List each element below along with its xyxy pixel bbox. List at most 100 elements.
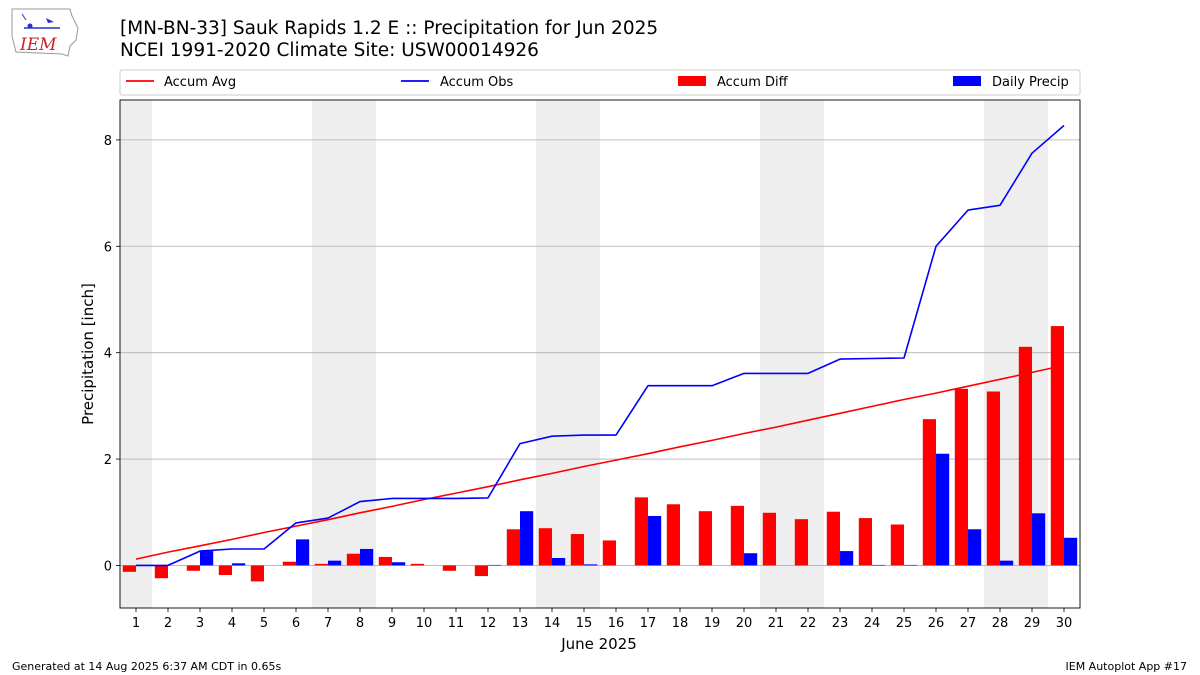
accum-diff-bar-18 — [666, 504, 680, 566]
daily-precip-bar-6 — [296, 539, 310, 566]
y-tick-label-4: 4 — [104, 347, 112, 362]
legend-label-accum-avg: Accum Avg — [164, 75, 236, 90]
x-tick-label-12: 12 — [480, 616, 497, 631]
x-tick-label-15: 15 — [576, 616, 593, 631]
daily-precip-bar-8 — [360, 548, 374, 566]
accum-diff-bar-24 — [858, 518, 872, 566]
accum-diff-bar-11 — [442, 565, 456, 571]
accum-diff-bar-21 — [762, 512, 776, 566]
weekend-band-15 — [568, 100, 600, 608]
accum-diff-bar-1 — [122, 565, 136, 572]
legend-swatch-daily-precip — [953, 76, 981, 86]
daily-precip-bar-24 — [872, 564, 886, 566]
daily-precip-bar-17 — [648, 515, 662, 566]
daily-precip-bar-14 — [552, 557, 566, 566]
x-axis-label: June 2025 — [560, 635, 637, 653]
daily-precip-bar-12 — [488, 564, 502, 566]
accum-diff-bar-7 — [314, 563, 328, 566]
x-tick-label-27: 27 — [960, 616, 977, 631]
bars — [122, 326, 1078, 582]
daily-precip-bar-7 — [328, 560, 342, 566]
daily-precip-bar-30 — [1064, 537, 1078, 566]
accum-diff-bar-12 — [474, 565, 488, 577]
y-tick-label-2: 2 — [104, 453, 112, 468]
x-tick-label-18: 18 — [672, 616, 689, 631]
iem-logo: IEM — [11, 8, 79, 57]
accum-diff-bar-15 — [570, 534, 584, 566]
x-tick-label-10: 10 — [416, 616, 433, 631]
accum-obs-line — [136, 124, 1065, 567]
daily-precip-bar-4 — [232, 563, 246, 566]
legend-box — [119, 69, 1081, 96]
x-tick-label-30: 30 — [1056, 616, 1073, 631]
y-axis-label: Precipitation [inch] — [79, 283, 97, 425]
daily-precip-bar-15 — [584, 564, 598, 566]
x-tick-label-14: 14 — [544, 616, 561, 631]
accum-diff-bar-28 — [986, 391, 1000, 566]
weekend-band-14 — [536, 100, 568, 608]
accum-diff-bar-20 — [730, 505, 744, 566]
accum-diff-bar-25 — [890, 524, 904, 566]
x-tick-label-2: 2 — [164, 616, 172, 631]
title-line-1: [MN-BN-33] Sauk Rapids 1.2 E :: Precipit… — [120, 18, 659, 39]
weekend-band-1 — [120, 100, 152, 608]
accum-diff-bar-26 — [922, 419, 936, 566]
accum-diff-bar-3 — [186, 565, 200, 571]
x-tick-label-17: 17 — [640, 616, 657, 631]
daily-precip-bar-28 — [1000, 560, 1014, 566]
accum-diff-bar-2 — [154, 565, 168, 579]
axes — [119, 99, 1081, 609]
accum-diff-bar-30 — [1050, 326, 1064, 566]
daily-precip-bar-26 — [936, 453, 950, 566]
legend: Accum Avg Accum Obs Accum Diff Daily Precip — [119, 69, 1081, 96]
x-tick-label-23: 23 — [832, 616, 849, 631]
x-tick-label-28: 28 — [992, 616, 1009, 631]
accum-diff-bar-27 — [954, 388, 968, 566]
app-note: IEM Autoplot App #17 — [1065, 660, 1188, 673]
daily-precip-bar-9 — [392, 562, 406, 566]
accum-diff-bar-14 — [538, 528, 552, 566]
x-tick-label-5: 5 — [260, 616, 268, 631]
x-tick-label-22: 22 — [800, 616, 817, 631]
daily-precip-bar-25 — [904, 564, 918, 566]
x-tick-label-25: 25 — [896, 616, 913, 631]
generated-note: Generated at 14 Aug 2025 6:37 AM CDT in … — [12, 660, 282, 673]
x-tick-label-24: 24 — [864, 616, 881, 631]
daily-precip-bar-23 — [840, 551, 854, 566]
accum-diff-bar-6 — [282, 561, 296, 566]
plot-frame — [119, 99, 1081, 609]
x-tick-label-3: 3 — [196, 616, 204, 631]
x-tick-label-20: 20 — [736, 616, 753, 631]
daily-precip-bar-20 — [744, 553, 758, 566]
daily-precip-bar-13 — [520, 511, 534, 566]
accum-diff-bar-17 — [634, 497, 648, 566]
weekend-band-7 — [312, 100, 344, 608]
x-tick-label-29: 29 — [1024, 616, 1041, 631]
daily-precip-bar-3 — [200, 551, 214, 566]
legend-label-accum-obs: Accum Obs — [440, 75, 513, 90]
y-tick-label-0: 0 — [104, 559, 112, 574]
legend-label-accum-diff: Accum Diff — [717, 75, 789, 90]
accum-diff-bar-13 — [506, 529, 520, 566]
x-tick-label-9: 9 — [388, 616, 396, 631]
accum-diff-bar-5 — [250, 565, 264, 582]
x-tick-label-8: 8 — [356, 616, 364, 631]
series-lines — [135, 124, 1065, 567]
x-tick-label-26: 26 — [928, 616, 945, 631]
daily-precip-bar-29 — [1032, 513, 1046, 566]
accum-diff-bar-23 — [826, 511, 840, 566]
accum-diff-bar-16 — [602, 540, 616, 566]
accum-diff-bar-10 — [410, 563, 424, 566]
accum-diff-bar-29 — [1018, 346, 1032, 566]
accum-diff-bar-4 — [218, 565, 232, 576]
y-tick-label-6: 6 — [104, 240, 112, 255]
gridlines — [120, 139, 1080, 566]
x-tick-label-11: 11 — [448, 616, 465, 631]
logo-text: IEM — [19, 35, 57, 55]
accum-diff-bar-8 — [346, 553, 360, 566]
accum-diff-bar-9 — [378, 556, 392, 566]
x-tick-label-13: 13 — [512, 616, 529, 631]
title-line-2: NCEI 1991-2020 Climate Site: USW00014926 — [120, 40, 539, 61]
